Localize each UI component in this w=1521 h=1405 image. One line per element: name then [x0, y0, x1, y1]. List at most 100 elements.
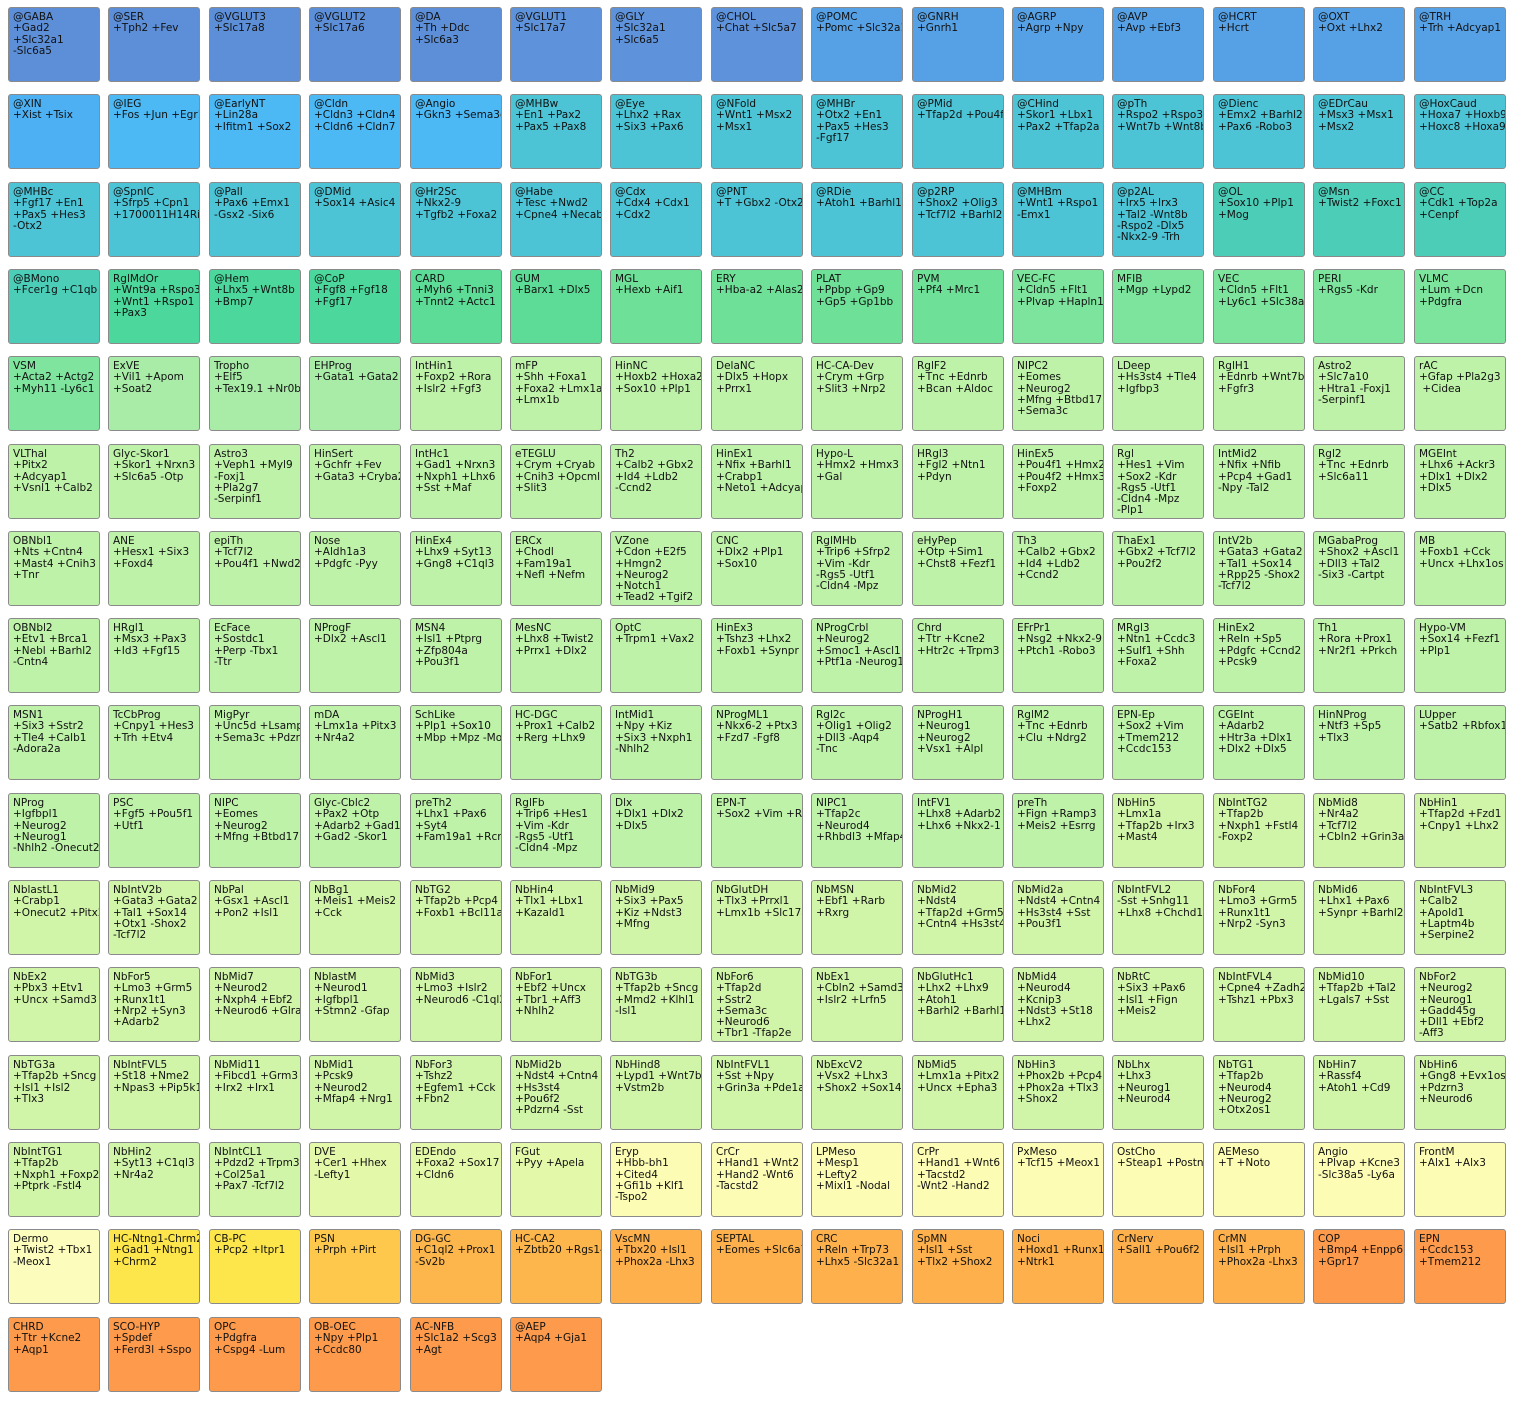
tile-markers: +Lhx6 +Ackr3 +Dlx1 +Dlx2 +Dlx5 [1419, 459, 1496, 494]
tile-markers: +Lhx9 +Syt13 +Gng8 +C1ql3 [415, 546, 495, 570]
tile-name: NblastM [314, 971, 357, 983]
tile-markers: +Ntf3 +Sp5 +Tlx3 [1318, 720, 1382, 744]
tile-markers: +Twist2 +Tbx1 -Meox1 [13, 1244, 93, 1268]
cell-type-tile: @IEG +Fos +Jun +Egr1 [108, 94, 200, 169]
tile-name: @VGLUT3 [214, 11, 266, 23]
cell-type-tile: @MHBc +Fgf17 +En1 +Pax5 +Hes3 -Otx2 [8, 182, 100, 257]
tile-markers: +Sox2 +Vim +Tmem212 +Ccdc153 [1117, 720, 1184, 755]
cell-type-tile: RglH1 +Ednrb +Wnt7b +Fgfr3 [1213, 356, 1305, 431]
cell-type-tile: VEC+Cldn5 +Flt1 +Ly6c1 +Slc38a5 [1213, 269, 1305, 344]
cell-type-tile: @MHBm +Wnt1 +Rspo1 -Emx1 [1012, 182, 1104, 257]
tile-name: Hypo-VM [1419, 622, 1466, 634]
cell-type-tile: @PMid +Tfap2d +Pou4f3 [912, 94, 1004, 169]
tile-markers: +Steap1 +Postn [1117, 1157, 1204, 1170]
cell-type-tile: eHyPep +Otp +Sim1 +Chst8 +Fezf1 [912, 531, 1004, 606]
tile-markers: +Nfix +Barhl1 +Crabp1 +Neto1 +Adcyap1 [716, 459, 802, 494]
tile-markers: +Twist2 +Foxc1 [1318, 197, 1402, 210]
tile-markers: +Cer1 +Hhex -Lefty1 [314, 1157, 387, 1181]
cell-type-tile: NbExcV2 +Vsx2 +Lhx3 +Shox2 +Sox14 [811, 1055, 903, 1130]
tile-markers: +Gad2 +Slc32a1 -Slc6a5 [13, 22, 64, 57]
tile-markers: +T +Gbx2 -Otx2 [716, 197, 803, 210]
cell-type-tile: NbMid6 +Lhx1 +Pax6 +Synpr +Barhl2 [1313, 880, 1405, 955]
cell-type-tile: @AVP +Avp +Ebf3 [1112, 7, 1204, 82]
tile-markers: +Tnc +Ednrb +Clu +Ndrg2 [1017, 720, 1088, 744]
tile-name: @IEG [113, 98, 142, 110]
cell-type-tile: NbGlutHc1 +Lhx2 +Lhx9 +Atoh1 +Barhl2 +Bar… [912, 967, 1004, 1042]
tile-markers: +Gata3 +Gata2 +Tal1 +Sox14 +Otx1 -Shox2 … [113, 895, 198, 942]
tile-markers: +Hes1 +Vim +Sox2 -Kdr -Rgs5 -Utf1 -Cldn4… [1117, 459, 1185, 517]
tile-markers: +Cpne4 +Zadh2 +Tshz1 +Pbx3 [1218, 982, 1305, 1006]
cell-type-tile: EPN-Ep +Sox2 +Vim +Tmem212 +Ccdc153 [1112, 705, 1204, 780]
cell-type-tile: @Habe+Tesc +Nwd2 +Cpne4 +Necab2 [510, 182, 602, 257]
tile-name: preTh2 [415, 797, 452, 809]
tile-markers: +Xist +Tsix [13, 109, 73, 122]
tile-markers: +Gata3 +Gata2 +Tal1 +Sox14 +Rpp25 -Shox2… [1218, 546, 1303, 593]
tile-name: NbFor4 [1218, 884, 1256, 896]
cell-type-tile: EcFace +Sostdc1 +Perp -Tbx1 -Ttr [209, 618, 301, 693]
cell-type-tile: Rgl +Hes1 +Vim +Sox2 -Kdr -Rgs5 -Utf1 -Cl… [1112, 444, 1204, 519]
cell-type-tile: NblastL1+Crabp1 +Onecut2 +Pitx2 [8, 880, 100, 955]
cell-type-tile: @Cldn +Cldn3 +Cldn4 +Cldn6 +Cldn7 [309, 94, 401, 169]
cell-type-tile: @POMC +Pomc +Slc32a1 [811, 7, 903, 82]
tile-name: Dlx [615, 797, 633, 809]
tile-markers: +Slc17a6 [314, 22, 365, 35]
tile-name: CrNerv [1117, 1233, 1154, 1245]
cell-type-tile: SCO-HYP +Spdef +Ferd3l +Sspo [108, 1317, 200, 1392]
tile-markers: +Crabp1 +Onecut2 +Pitx2 [13, 895, 99, 919]
tile-name: NbHind8 [615, 1059, 661, 1071]
tile-name: EDEndo [415, 1146, 457, 1158]
tile-markers: +Msx3 +Pax3 +Id3 +Fgf15 [113, 633, 187, 657]
tile-markers: +Tfap2d +Sstr2 +Sema3c +Neurod6 +Tbr1 -T… [716, 982, 792, 1040]
cell-type-tile: Hypo-VM +Sox14 +Fezf1 +Plp1 [1414, 618, 1506, 693]
tile-name: SchLike [415, 709, 456, 721]
tile-name: @PNT [716, 186, 748, 198]
tile-markers: +Slc7a10 +Htra1 -Foxj1 -Serpinf1 [1318, 371, 1391, 406]
cell-type-tile: RglM2 +Tnc +Ednrb +Clu +Ndrg2 [1012, 705, 1104, 780]
tile-name: HC-CA-Dev [816, 360, 874, 372]
cell-type-tile: Rgl2c +Olig1 +Olig2 +Dll3 -Aqp4 -Tnc [811, 705, 903, 780]
tile-markers: +Nts +Cntn4 +Mast4 +Cnih3 +Tnr [13, 546, 96, 581]
tile-name: HinEx5 [1017, 448, 1054, 460]
tile-markers: +Avp +Ebf3 [1117, 22, 1182, 35]
cell-type-tile: PERI +Rgs5 -Kdr [1313, 269, 1405, 344]
tile-markers: +Hs3st4 +Tle4 +Igfbp3 [1117, 371, 1197, 395]
tile-markers: +Fgl2 +Ntn1 +Pdyn [917, 459, 986, 483]
tile-name: OstCho [1117, 1146, 1156, 1158]
cell-type-tile: FGut +Pyy +Apela [510, 1142, 602, 1217]
tile-markers: +Phox2b +Pcp4 +Phox2a +Tlx3 +Shox2 [1017, 1070, 1103, 1105]
tile-name: CHRD [13, 1321, 44, 1333]
cell-type-tile: @NFold +Wnt1 +Msx2 +Msx1 [711, 94, 803, 169]
tile-name: @EarlyNT [214, 98, 266, 110]
cell-type-tile: @CHOL +Chat +Slc5a7 [711, 7, 803, 82]
tile-name: HinSert [314, 448, 354, 460]
tile-name: DelaNC [716, 360, 756, 372]
tile-markers: +Isl1 +Sst +Tlx2 +Shox2 [917, 1244, 993, 1268]
tile-name: OBNbl1 [13, 535, 53, 547]
tile-name: NbFor5 [113, 971, 151, 983]
tile-name: NbHin4 [515, 884, 554, 896]
cell-type-tile: NbHin4 +Tlx1 +Lbx1 +Kazald1 [510, 880, 602, 955]
tile-name: ThaEx1 [1117, 535, 1157, 547]
tile-markers: +Lhx1 +Pax6 +Synpr +Barhl2 [1318, 895, 1404, 919]
cell-type-tile: NIPC +Eomes +Neurog2 +Mfng +Btbd17 [209, 793, 301, 868]
tile-markers: +Tnc +Ednrb +Bcan +Aldoc [917, 371, 993, 395]
tile-markers: +Pax2 +Otp +Adarb2 +Gad1 +Gad2 -Skor1 [314, 808, 401, 843]
tile-name: MB [1419, 535, 1436, 547]
tile-name: MGabaProg [1318, 535, 1379, 547]
cell-type-tile: Astro2 +Slc7a10 +Htra1 -Foxj1 -Serpinf1 [1313, 356, 1405, 431]
tile-name: HC-Ntng1-Chrm2 [113, 1233, 200, 1245]
tile-markers: +Lhx8 +Adarb2 +Lhx6 +Nkx2-1 [917, 808, 1002, 832]
tile-markers: +Barx1 +Dlx5 [515, 284, 591, 297]
tile-name: AEMeso [1218, 1146, 1260, 1158]
tile-name: LPMeso [816, 1146, 856, 1158]
tile-name: NbGlutHc1 [917, 971, 974, 983]
cell-type-tile: NIPC2 +Eomes +Neurog2 +Mfng +Btbd17 +Sema… [1012, 356, 1104, 431]
cell-type-tile: AC-NFB +Slc1a2 +Scg3 +Agt [410, 1317, 502, 1392]
cell-type-tile: @AEP +Aqp4 +Gja1 [510, 1317, 602, 1392]
tile-markers: +Vsx2 +Lhx3 +Shox2 +Sox14 [816, 1070, 902, 1094]
tile-name: IntMid1 [615, 709, 655, 721]
cell-type-tile: MesNC +Lhx8 +Twist2 +Prrx1 +Dlx2 [510, 618, 602, 693]
tile-name: ERCx [515, 535, 542, 547]
cell-type-tile: @GNRH +Gnrh1 [912, 7, 1004, 82]
cell-type-tile: MigPyr+Unc5d +Lsamp +Sema3c +Pdzrn3 [209, 705, 301, 780]
